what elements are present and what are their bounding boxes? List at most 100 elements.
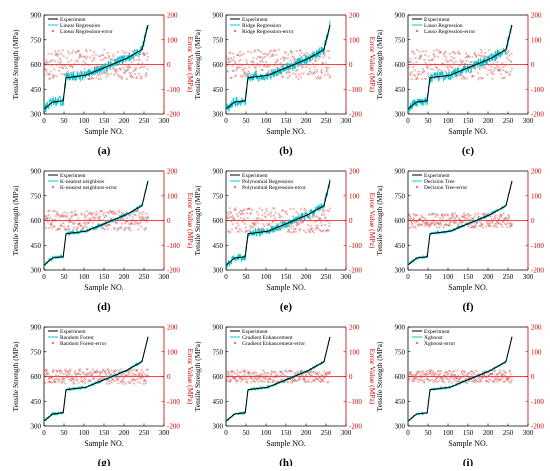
error-point bbox=[234, 227, 238, 230]
error-point bbox=[76, 378, 79, 381]
error-point bbox=[130, 375, 133, 378]
error-point bbox=[133, 223, 136, 226]
error-point bbox=[319, 217, 322, 221]
error-point bbox=[433, 374, 436, 377]
error-point bbox=[143, 218, 146, 221]
error-point bbox=[129, 375, 132, 378]
error-point bbox=[443, 55, 446, 58]
error-point bbox=[503, 380, 506, 383]
error-point bbox=[236, 230, 239, 233]
error-point bbox=[119, 226, 122, 230]
error-point bbox=[477, 215, 480, 219]
error-point bbox=[410, 70, 413, 74]
error-point bbox=[260, 208, 264, 212]
error-point bbox=[413, 52, 416, 55]
error-point bbox=[245, 229, 248, 233]
error-point bbox=[280, 215, 283, 219]
x-tick-label: 100 bbox=[261, 273, 272, 281]
error-point bbox=[288, 74, 292, 78]
error-point bbox=[82, 60, 85, 63]
legend-error-label: Xgboost-error bbox=[424, 341, 455, 347]
error-point bbox=[504, 216, 507, 220]
error-point bbox=[242, 212, 245, 215]
experiment-line bbox=[44, 24, 149, 110]
prediction-line bbox=[407, 24, 513, 113]
error-point bbox=[310, 225, 313, 228]
error-point bbox=[440, 77, 443, 80]
error-point bbox=[146, 52, 149, 55]
error-point bbox=[262, 369, 265, 372]
error-point bbox=[273, 379, 276, 382]
error-point bbox=[91, 221, 94, 224]
error-point bbox=[78, 221, 82, 224]
error-point bbox=[243, 217, 246, 220]
y-left-tick-label: 600 bbox=[395, 61, 406, 69]
error-point bbox=[140, 225, 143, 228]
y-left-tick-label: 300 bbox=[31, 111, 42, 119]
error-point bbox=[57, 374, 60, 377]
y-left-axis-title: Tensile Strength (MPa) bbox=[375, 29, 384, 99]
error-point bbox=[269, 212, 272, 216]
error-point bbox=[89, 49, 92, 52]
error-point bbox=[134, 374, 138, 377]
error-point bbox=[97, 74, 100, 77]
error-point bbox=[92, 58, 95, 61]
error-point bbox=[105, 373, 108, 377]
error-point bbox=[460, 369, 464, 372]
error-point bbox=[58, 57, 62, 61]
error-point bbox=[232, 56, 236, 59]
error-point bbox=[295, 75, 298, 79]
legend-prediction-label: Polynomial Regression bbox=[242, 179, 293, 185]
error-point bbox=[482, 212, 485, 216]
y-left-axis-title: Tensile Strength (MPa) bbox=[11, 341, 20, 411]
error-point bbox=[228, 60, 231, 64]
error-point bbox=[90, 374, 93, 378]
error-point bbox=[90, 375, 93, 378]
error-point bbox=[240, 53, 243, 57]
error-point bbox=[54, 49, 57, 52]
error-point bbox=[272, 214, 275, 217]
error-point bbox=[134, 379, 137, 382]
error-point bbox=[238, 63, 241, 66]
error-point bbox=[236, 53, 239, 57]
error-point bbox=[479, 54, 482, 58]
error-point bbox=[328, 56, 331, 59]
error-point bbox=[104, 372, 108, 375]
error-point bbox=[258, 207, 261, 210]
error-point bbox=[234, 75, 237, 78]
error-point bbox=[47, 52, 50, 55]
error-point bbox=[458, 73, 461, 76]
error-point bbox=[489, 221, 492, 225]
error-point bbox=[142, 382, 145, 386]
y-left-tick-label: 600 bbox=[31, 61, 42, 69]
x-tick-label: 0 bbox=[224, 429, 228, 437]
error-point bbox=[407, 214, 410, 218]
error-point bbox=[227, 57, 230, 60]
error-point bbox=[259, 375, 262, 378]
error-point bbox=[244, 377, 247, 380]
error-point bbox=[75, 228, 78, 231]
error-point bbox=[57, 380, 60, 383]
error-point bbox=[141, 376, 144, 379]
error-point bbox=[46, 63, 49, 66]
error-point bbox=[320, 213, 324, 217]
error-point bbox=[56, 213, 59, 216]
error-point bbox=[444, 370, 448, 374]
error-point bbox=[465, 77, 468, 80]
error-point bbox=[85, 210, 88, 213]
error-point bbox=[462, 221, 465, 224]
error-point bbox=[139, 74, 142, 78]
error-point bbox=[106, 51, 109, 55]
y-right-tick-label: 200 bbox=[531, 12, 542, 20]
x-tick-label: 250 bbox=[139, 117, 150, 125]
error-point bbox=[441, 218, 444, 221]
error-point bbox=[256, 221, 259, 224]
error-point bbox=[140, 77, 144, 80]
error-point bbox=[425, 77, 428, 80]
error-point bbox=[498, 213, 502, 216]
error-point bbox=[106, 211, 109, 214]
error-point bbox=[301, 375, 304, 378]
error-point bbox=[146, 220, 149, 224]
error-point bbox=[225, 214, 228, 218]
error-point bbox=[313, 379, 316, 382]
